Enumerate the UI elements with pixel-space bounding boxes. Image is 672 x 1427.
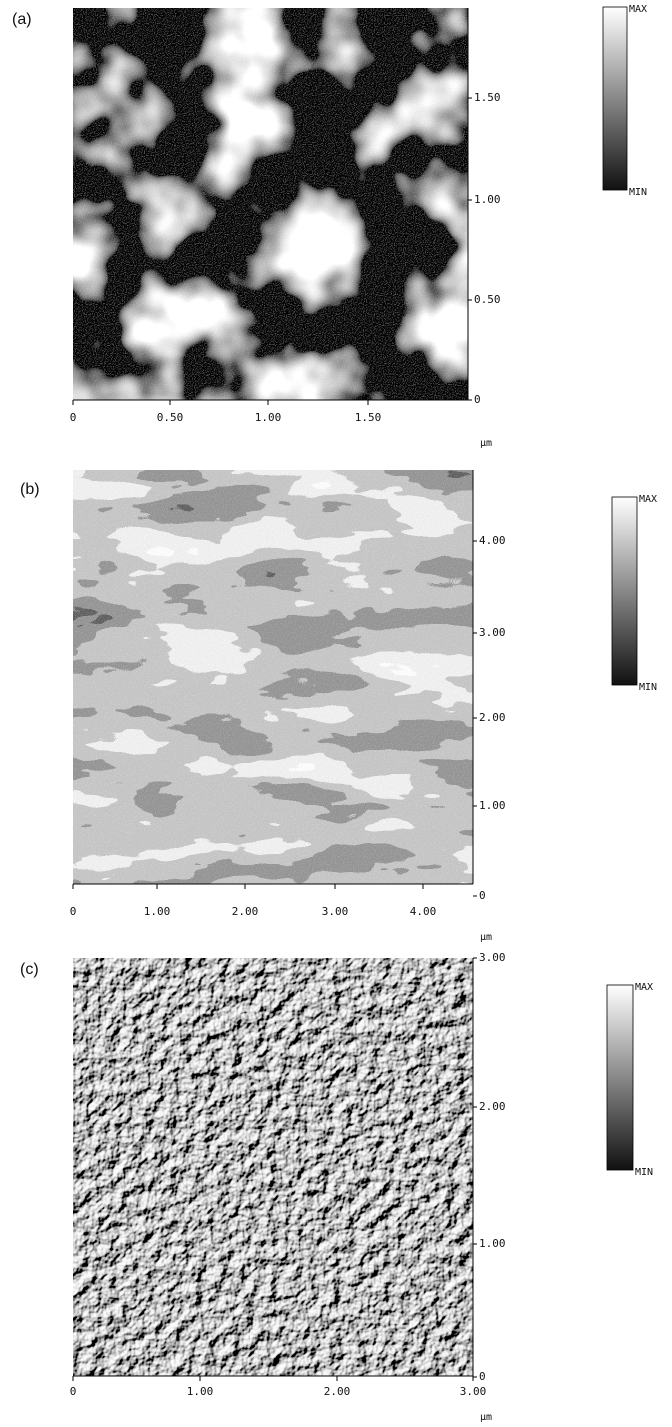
- x-tick-label: 1.00: [187, 1385, 214, 1398]
- x-tick-label: 1.00: [255, 411, 282, 424]
- unit-label: μm: [480, 1412, 492, 1423]
- colorbar-min: MIN: [635, 1167, 653, 1178]
- x-tick-label: 3.00: [322, 905, 349, 918]
- colorbar-max: MAX: [639, 494, 657, 505]
- colorbar-min: MIN: [629, 187, 647, 198]
- y-tick-label: 0: [479, 889, 486, 902]
- x-tick-label: 0: [70, 1385, 77, 1398]
- colorbar-max: MAX: [629, 4, 647, 15]
- x-tick-label: 1.50: [355, 411, 382, 424]
- y-tick-label: 3.00: [479, 626, 506, 639]
- panel-label: (b): [20, 481, 40, 498]
- panel-label: (a): [12, 11, 32, 28]
- x-tick-label: 2.00: [324, 1385, 351, 1398]
- x-tick-label: 2.00: [232, 905, 259, 918]
- afm-image: [73, 958, 473, 1376]
- x-tick-label: 3.00: [460, 1385, 487, 1398]
- unit-label: μm: [480, 438, 492, 449]
- y-tick-label: 3.00: [479, 951, 506, 964]
- colorbar: [606, 984, 634, 1171]
- afm-image: [73, 8, 468, 400]
- y-tick-label: 4.00: [479, 534, 506, 547]
- y-tick-label: 1.50: [474, 91, 501, 104]
- unit-label: μm: [480, 932, 492, 943]
- afm-image: [73, 470, 473, 884]
- colorbar-min: MIN: [639, 682, 657, 693]
- y-tick-label: 1.00: [479, 799, 506, 812]
- y-tick-label: 0: [474, 393, 481, 406]
- x-tick-label: 0: [70, 905, 77, 918]
- y-tick-label: 2.00: [479, 711, 506, 724]
- y-tick-label: 0.50: [474, 293, 501, 306]
- colorbar-max: MAX: [635, 982, 653, 993]
- x-tick-label: 1.00: [144, 905, 171, 918]
- y-tick-label: 2.00: [479, 1100, 506, 1113]
- x-tick-label: 4.00: [410, 905, 437, 918]
- x-tick-label: 0.50: [157, 411, 184, 424]
- y-tick-label: 1.00: [479, 1237, 506, 1250]
- panel-label: (c): [20, 961, 39, 978]
- colorbar: [611, 496, 638, 686]
- y-tick-label: 0: [479, 1370, 486, 1383]
- colorbar: [602, 6, 628, 191]
- y-tick-label: 1.00: [474, 193, 501, 206]
- x-tick-label: 0: [70, 411, 77, 424]
